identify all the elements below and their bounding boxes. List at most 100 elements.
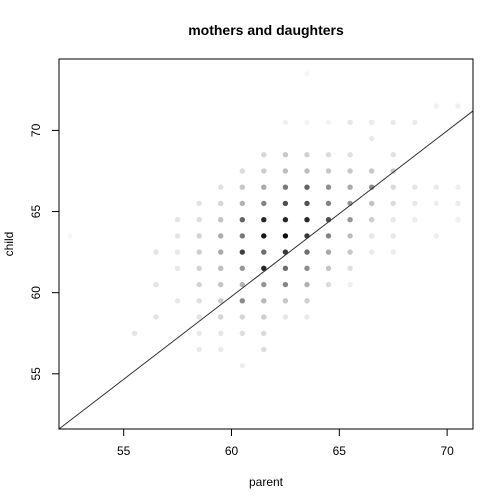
x-tick-label: 70 — [440, 444, 454, 458]
data-point — [325, 265, 332, 271]
data-point — [369, 249, 375, 255]
data-point — [390, 233, 396, 239]
data-point — [325, 233, 332, 239]
data-point — [347, 119, 353, 126]
data-point — [131, 330, 138, 336]
data-point — [304, 184, 310, 190]
data-point — [218, 330, 224, 336]
data-point — [304, 249, 310, 255]
data-point — [369, 200, 375, 207]
data-point — [261, 249, 267, 255]
data-point — [196, 249, 202, 255]
data-point — [282, 233, 289, 239]
data-point — [390, 249, 396, 255]
data-point — [261, 265, 267, 271]
data-point — [390, 217, 396, 223]
data-point — [239, 184, 245, 190]
data-point — [282, 119, 289, 126]
data-point — [369, 168, 375, 174]
x-axis-label: parent — [249, 475, 284, 489]
data-point — [218, 281, 224, 288]
data-point — [218, 265, 224, 271]
data-point — [239, 265, 245, 271]
data-point — [261, 298, 267, 304]
data-point — [239, 330, 245, 336]
data-point — [239, 363, 245, 369]
data-point — [261, 330, 267, 336]
data-point — [196, 217, 202, 223]
data-point — [455, 200, 461, 207]
data-point — [325, 152, 332, 158]
data-point — [369, 119, 375, 126]
data-point — [390, 168, 396, 174]
data-point — [218, 233, 224, 239]
data-point — [412, 119, 418, 126]
data-point — [196, 281, 202, 288]
data-point — [304, 168, 310, 174]
data-point — [261, 168, 267, 174]
data-point — [282, 168, 289, 174]
data-point — [455, 217, 461, 223]
data-point — [325, 249, 332, 255]
data-point — [390, 119, 396, 126]
data-point — [153, 281, 159, 288]
data-point — [174, 233, 181, 239]
data-point — [261, 233, 267, 239]
data-point — [347, 217, 353, 223]
data-point — [239, 217, 245, 223]
x-axis: 55 60 65 70 — [117, 429, 454, 458]
data-point — [218, 217, 224, 223]
data-point — [347, 281, 353, 288]
x-tick-label: 55 — [117, 444, 131, 458]
data-point — [218, 200, 224, 207]
data-point — [304, 298, 310, 304]
data-point — [282, 217, 289, 223]
data-point — [325, 200, 332, 207]
data-point — [412, 217, 418, 223]
regression-line — [58, 110, 474, 430]
data-point — [347, 184, 353, 190]
data-point — [261, 217, 267, 223]
data-point — [261, 184, 267, 190]
data-point — [174, 298, 181, 304]
data-point — [325, 168, 332, 174]
y-axis-label: child — [2, 232, 16, 257]
data-point — [390, 184, 396, 190]
data-point — [261, 346, 267, 353]
data-point — [239, 200, 245, 207]
data-point — [304, 233, 310, 239]
data-point — [261, 281, 267, 288]
data-point — [325, 184, 332, 190]
data-point — [196, 330, 202, 336]
data-point — [239, 298, 245, 304]
data-point — [261, 314, 267, 320]
data-point — [174, 265, 181, 271]
data-point — [304, 200, 310, 207]
data-point — [174, 249, 181, 255]
data-point — [412, 200, 418, 207]
data-point — [390, 200, 396, 207]
plot-frame — [58, 58, 474, 430]
data-point — [325, 281, 332, 288]
data-point — [282, 184, 289, 190]
data-point — [304, 217, 310, 223]
data-point — [218, 249, 224, 255]
data-point — [325, 119, 332, 126]
data-point — [218, 314, 224, 320]
data-point — [304, 265, 310, 271]
data-point — [282, 152, 289, 158]
data-point — [347, 168, 353, 174]
x-tick-label: 60 — [225, 444, 239, 458]
data-point — [196, 233, 202, 239]
data-point — [239, 168, 245, 174]
data-point — [390, 152, 396, 158]
data-point — [412, 184, 418, 190]
data-point — [196, 298, 202, 304]
data-point — [455, 103, 461, 109]
data-point — [174, 217, 181, 223]
data-point — [282, 281, 289, 288]
data-point — [196, 200, 202, 207]
data-point — [218, 298, 224, 304]
regression-line-layer — [58, 110, 474, 430]
